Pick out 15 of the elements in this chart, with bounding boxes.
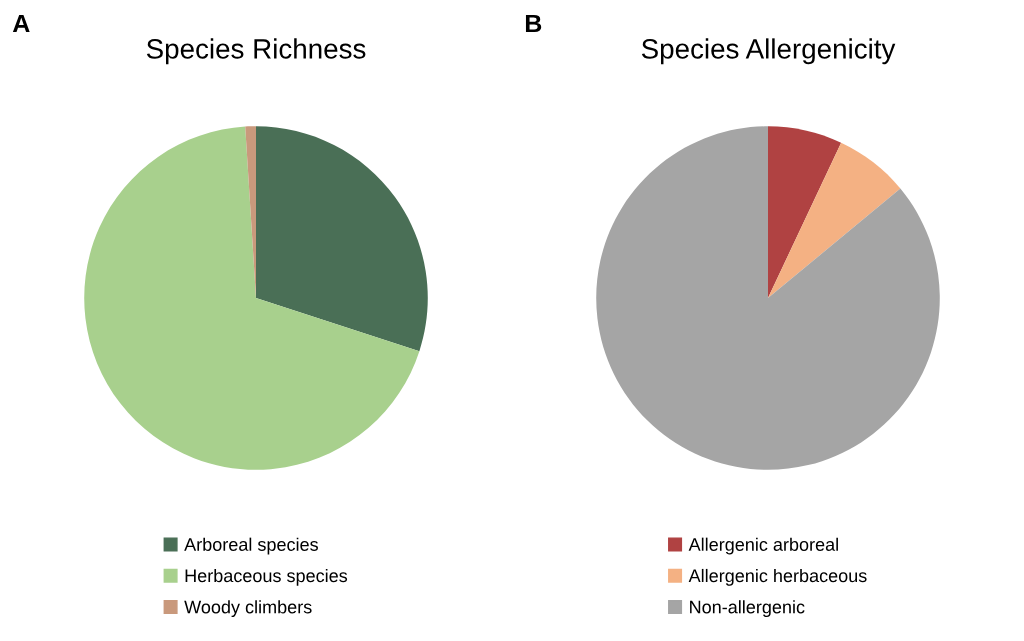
pie-slice (84, 126, 420, 470)
pie-slice (596, 126, 940, 470)
pie-slice (256, 126, 428, 352)
chart-title: Species Allergenicity (641, 38, 896, 65)
pie-slice (768, 126, 842, 299)
legend-label: Non-allergenic (690, 600, 805, 618)
text: A (12, 14, 30, 33)
legend-label: Woody climbers (184, 600, 312, 618)
legend-label: Allergenic herbaceous (688, 568, 867, 586)
chart-title: Species Richness (146, 38, 366, 65)
legend-label: Allergenic arboreal (688, 537, 838, 555)
legend-label: Herbaceous species (185, 568, 348, 586)
text: B (525, 14, 542, 33)
pie-slice (768, 142, 901, 299)
legend-label: Arboreal species (184, 537, 318, 555)
